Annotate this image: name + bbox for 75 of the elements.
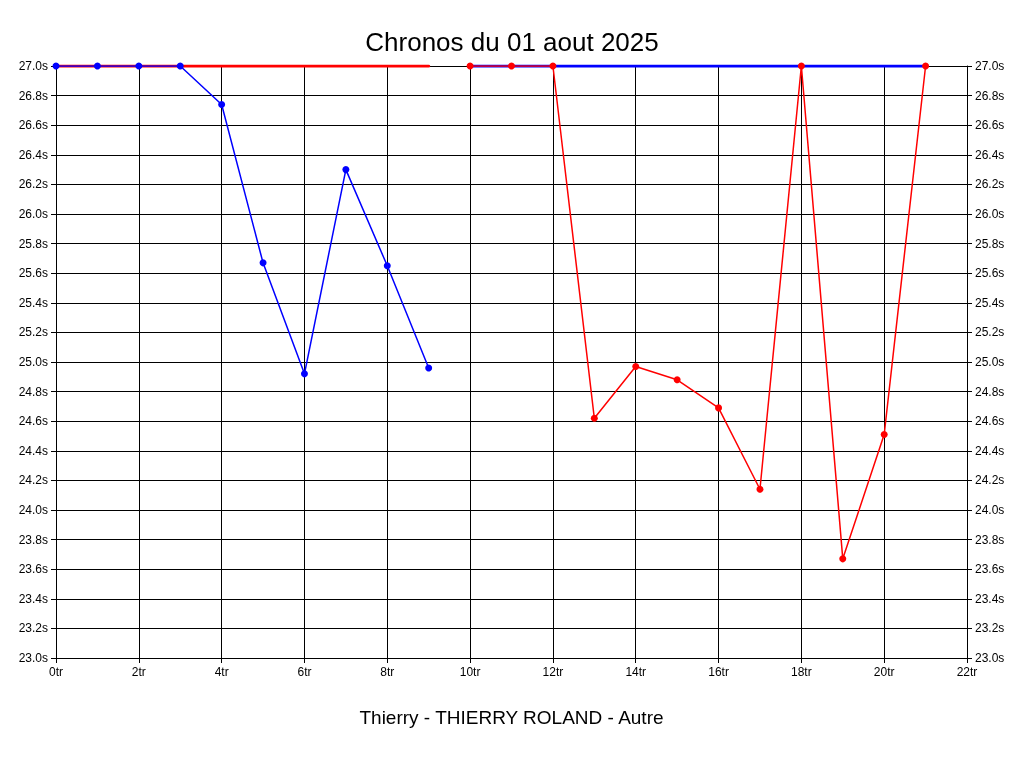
y2-tick-label: 23.4s <box>975 591 1005 606</box>
point <box>93 62 101 70</box>
point <box>218 100 226 108</box>
point <box>715 404 723 412</box>
x-tick-label: 2tr <box>131 665 146 679</box>
y-tick-label: 23.6s <box>18 562 48 577</box>
point <box>673 376 681 384</box>
x-tick-label: 20tr <box>873 665 895 679</box>
point <box>176 62 184 70</box>
point <box>632 362 640 370</box>
y2-tick-label: 26.0s <box>975 207 1005 221</box>
x-tick-label: 12tr <box>542 665 564 679</box>
chart-title: Chronos du 01 aout 2025 <box>365 27 659 57</box>
y2-tick-label: 25.0s <box>975 355 1005 369</box>
y2-tick-label: 25.6s <box>975 266 1005 281</box>
x-axis-title: Thierry - THIERRY ROLAND - Autre <box>359 707 664 728</box>
y-tick-label: 26.4s <box>18 147 48 162</box>
y2-tick-label: 24.2s <box>975 473 1005 488</box>
y2-tick-label: 25.2s <box>975 325 1005 340</box>
y2-tick-label: 23.2s <box>975 621 1005 636</box>
y2-tick-label: 26.4s <box>975 147 1005 162</box>
point <box>300 370 308 378</box>
point <box>839 555 847 563</box>
x-tick-label: 22tr <box>956 665 978 679</box>
y2-tick-label: 24.8s <box>975 384 1005 399</box>
y2-tick-label: 23.0s <box>975 651 1005 665</box>
y-tick-label: 24.0s <box>18 503 48 517</box>
point <box>135 62 143 70</box>
y-tick-label: 24.2s <box>18 473 48 488</box>
point <box>342 166 350 174</box>
y-tick-label: 25.0s <box>18 355 48 369</box>
y-tick-label: 23.8s <box>18 532 48 547</box>
y-tick-label: 25.6s <box>18 266 48 281</box>
x-tick-label: 6tr <box>297 665 312 679</box>
y2-tick-label: 25.8s <box>975 236 1005 251</box>
y2-tick-label: 23.8s <box>975 532 1005 547</box>
y-tick-label: 26.0s <box>18 207 48 221</box>
point <box>383 262 391 270</box>
point <box>590 414 598 422</box>
y-tick-label: 26.2s <box>18 177 48 192</box>
x-tick-label: 8tr <box>380 665 395 679</box>
x-tick-label: 4tr <box>214 665 229 679</box>
point <box>508 62 515 70</box>
x-tick-label: 16tr <box>708 665 729 679</box>
y-tick-label: 27.0s <box>18 59 48 73</box>
y2-tick-label: 26.2s <box>975 177 1005 192</box>
y-tick-label: 26.6s <box>18 118 48 133</box>
y2-tick-label: 26.8s <box>975 88 1005 103</box>
point <box>756 485 764 493</box>
y-tick-label: 24.6s <box>18 414 48 429</box>
y2-tick-label: 23.6s <box>975 562 1005 577</box>
point <box>797 62 805 70</box>
y-tick-label: 24.8s <box>18 384 48 399</box>
y2-tick-label: 24.0s <box>975 503 1005 517</box>
y2-tick-label: 25.4s <box>975 295 1005 310</box>
y-tick-label: 24.4s <box>18 443 48 458</box>
point <box>259 259 267 267</box>
y-tick-label: 23.0s <box>18 651 48 665</box>
y-tick-label: 23.4s <box>18 591 48 606</box>
point <box>922 62 930 70</box>
x-tick-label: 0tr <box>48 665 64 679</box>
y-tick-label: 26.8s <box>18 88 48 103</box>
y2-tick-label: 24.4s <box>975 443 1005 458</box>
y-tick-label: 25.2s <box>18 325 48 340</box>
point <box>880 431 888 439</box>
x-tick-label: 10tr <box>459 665 481 679</box>
y2-tick-label: 24.6s <box>975 414 1005 429</box>
x-tick-label: 18tr <box>791 665 812 679</box>
y2-tick-label: 26.6s <box>975 118 1005 133</box>
y2-tick-label: 27.0s <box>975 59 1005 73</box>
point <box>425 364 433 372</box>
y-tick-label: 25.4s <box>18 295 48 310</box>
y-tick-label: 23.2s <box>18 621 48 636</box>
x-tick-label: 14tr <box>625 665 647 679</box>
y-tick-label: 25.8s <box>18 236 48 251</box>
